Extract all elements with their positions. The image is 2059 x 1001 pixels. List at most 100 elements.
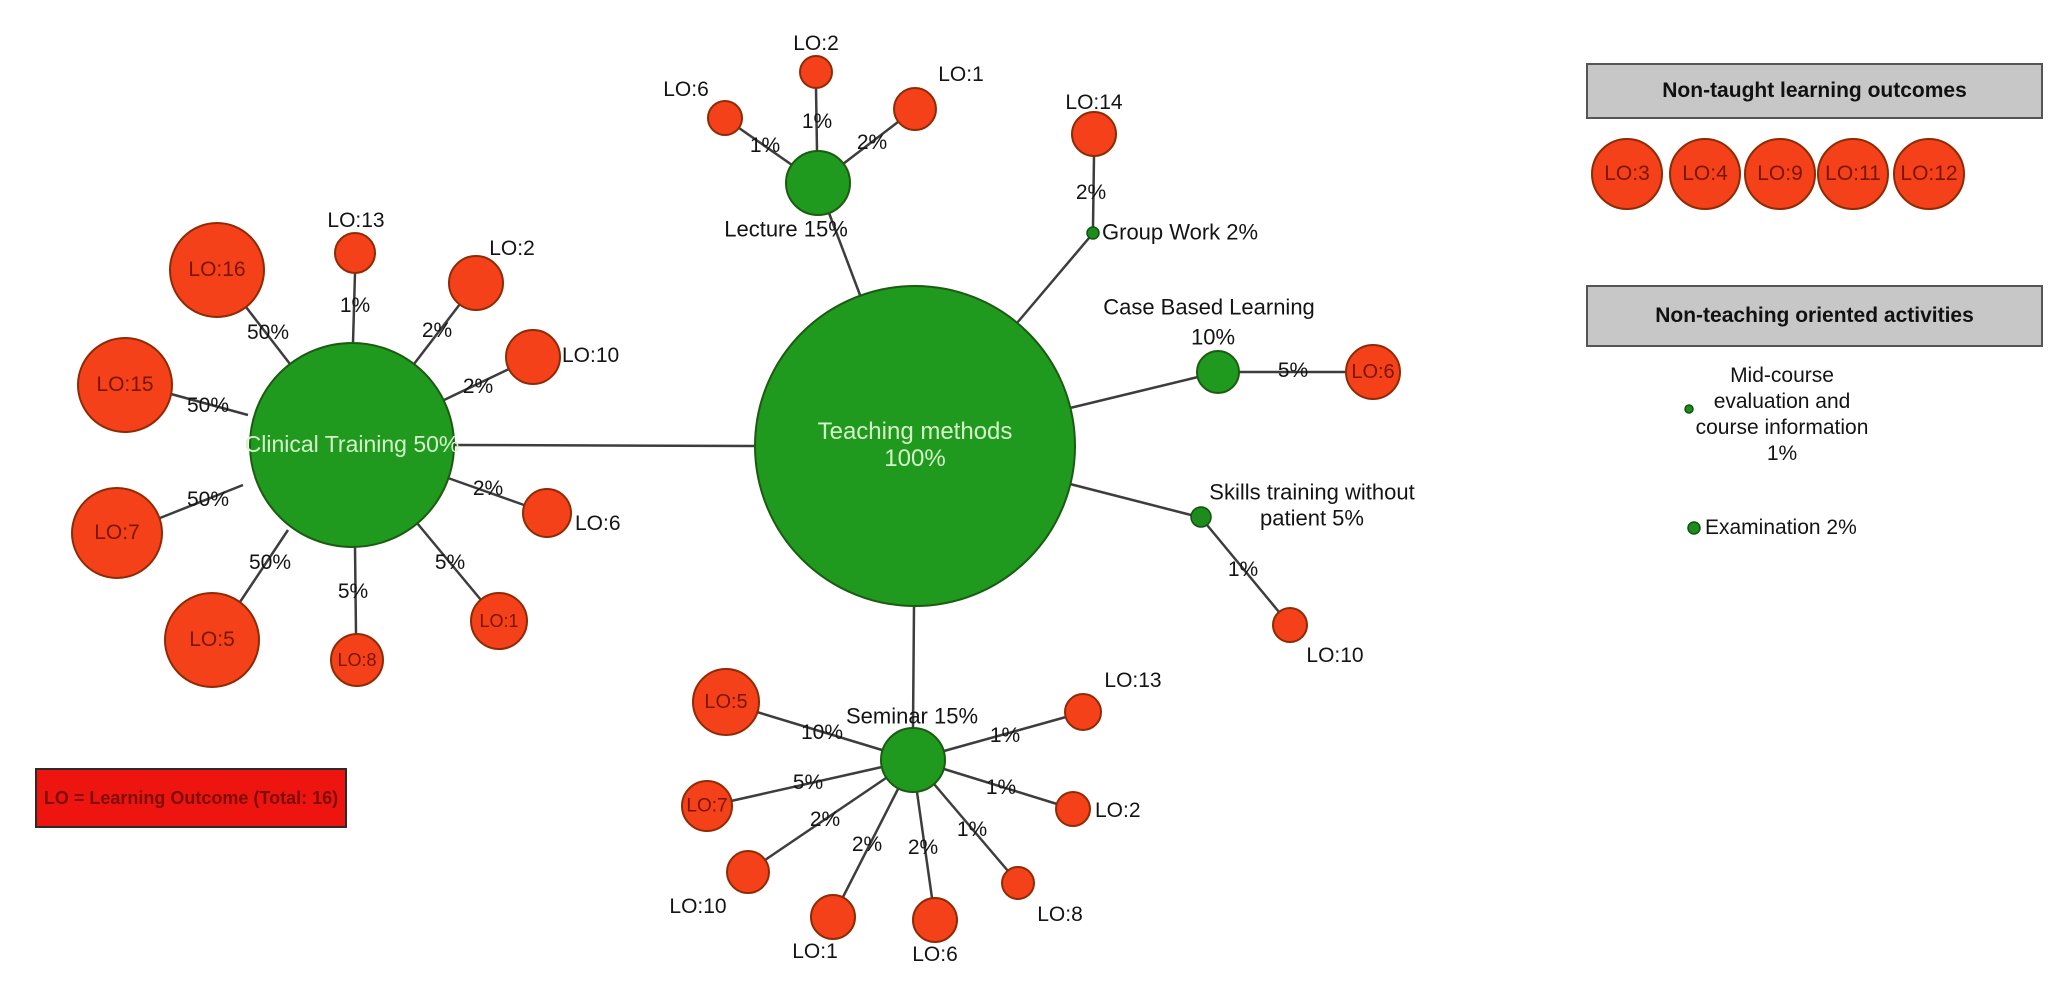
mid-course-line-2: evaluation and xyxy=(1713,390,1851,413)
edge-label-seminar--seminar-lo10: 2% xyxy=(809,808,841,832)
ct-lo2 xyxy=(448,255,504,311)
edge-clinical-training--ct-lo15 xyxy=(170,392,249,417)
seminar-lo7 xyxy=(681,780,733,832)
edge-label-clinical-training--ct-lo7: 50% xyxy=(186,488,230,512)
case-based-learning-label: Case Based Learning xyxy=(1103,294,1315,320)
seminar-lo13-label: LO:13 xyxy=(1104,669,1162,693)
case-based-lo6 xyxy=(1345,344,1401,400)
ct-lo6 xyxy=(522,488,572,538)
seminar-lo10 xyxy=(726,850,770,894)
ct-lo16-label: LO:16 xyxy=(188,258,246,282)
edge-clinical-training--ct-lo10 xyxy=(443,367,510,402)
non-taught-header-label: Non-taught learning outcomes xyxy=(1662,79,1967,102)
edge-label-clinical-training--ct-lo16: 50% xyxy=(246,321,290,345)
edge-label-seminar--seminar-lo6: 2% xyxy=(907,836,939,860)
lecture-lo2-label: LO:2 xyxy=(793,32,839,56)
legend-lo12-label: LO:12 xyxy=(1900,162,1958,186)
edge-label-clinical-training--ct-lo2: 2% xyxy=(421,319,453,343)
seminar-lo5 xyxy=(692,668,760,736)
edge-skills-training--skills-lo10 xyxy=(1206,524,1280,613)
edge-teaching-methods--case-based-learning xyxy=(1069,375,1199,410)
seminar-lo7-label: LO:7 xyxy=(686,795,728,817)
ct-lo13 xyxy=(334,232,376,274)
seminar-lo10-label: LO:10 xyxy=(669,895,727,919)
edge-seminar--seminar-lo6 xyxy=(915,791,934,899)
lo-abbreviation-note-box: LO = Learning Outcome (Total: 16) xyxy=(35,768,347,828)
ct-lo5 xyxy=(164,592,260,688)
edge-label-seminar--seminar-lo7: 5% xyxy=(792,771,824,795)
skills-training-label-line1: Skills training without xyxy=(1209,479,1415,505)
examination-activity-label: Examination 2% xyxy=(1705,516,1857,539)
legend-lo4-label: LO:4 xyxy=(1682,162,1728,186)
ct-lo7-label: LO:7 xyxy=(94,521,140,545)
edge-label-skills-training--skills-lo10: 1% xyxy=(1227,558,1259,582)
ct-lo8-label: LO:8 xyxy=(337,649,377,670)
legend-lo11 xyxy=(1817,138,1889,210)
edge-label-lecture--lecture-lo2: 1% xyxy=(801,110,833,134)
edge-label-lecture--lecture-lo6: 1% xyxy=(749,134,781,158)
examination-dot xyxy=(1687,521,1701,535)
edge-label-seminar--seminar-lo1: 2% xyxy=(851,833,883,857)
lo-abbreviation-note-label: LO = Learning Outcome (Total: 16) xyxy=(43,787,339,808)
edge-clinical-training--ct-lo8 xyxy=(353,546,358,635)
seminar-label: Seminar 15% xyxy=(845,703,979,729)
legend-lo4 xyxy=(1669,138,1741,210)
legend-lo3-label: LO:3 xyxy=(1604,162,1650,186)
edge-clinical-training--ct-lo13 xyxy=(351,272,357,344)
group-work-node xyxy=(1086,226,1100,240)
edge-label-clinical-training--ct-lo8: 5% xyxy=(337,580,369,604)
teaching-methods-node xyxy=(754,285,1076,607)
lecture-label: Lecture 15% xyxy=(724,216,848,242)
legend-lo11-label: LO:11 xyxy=(1825,162,1881,186)
edge-label-seminar--seminar-lo13: 1% xyxy=(989,724,1021,748)
lecture-lo2 xyxy=(799,55,833,89)
edge-seminar--seminar-lo13 xyxy=(943,715,1067,753)
ct-lo5-label: LO:5 xyxy=(189,628,235,652)
group-work-label: Group Work 2% xyxy=(1102,219,1259,245)
edge-clinical-training--ct-lo2 xyxy=(413,303,461,365)
edge-group-work--group-work-lo14 xyxy=(1091,155,1096,228)
skills-lo10-label: LO:10 xyxy=(1306,644,1364,668)
edge-clinical-training--ct-lo16 xyxy=(245,306,291,365)
ct-lo6-label: LO:6 xyxy=(575,512,621,536)
non-teaching-header-label: Non-teaching oriented activities xyxy=(1655,304,1974,327)
edge-clinical-training--ct-lo7 xyxy=(159,483,244,520)
ct-lo8 xyxy=(330,633,384,687)
edge-label-clinical-training--ct-lo1: 5% xyxy=(434,551,466,575)
clinical-training-node-label: Clinical Training 50% xyxy=(244,431,460,458)
seminar-lo2 xyxy=(1055,791,1091,827)
mid-course-line-3: course information xyxy=(1695,416,1869,439)
clinical-training-node xyxy=(249,342,455,548)
seminar-lo1 xyxy=(810,894,856,940)
mid-course-line-4: 1% xyxy=(1766,442,1798,465)
edge-label-clinical-training--ct-lo6: 2% xyxy=(472,477,504,501)
edge-lecture--lecture-lo2 xyxy=(814,87,819,152)
seminar-lo6-label: LO:6 xyxy=(912,943,958,967)
edge-label-clinical-training--ct-lo13: 1% xyxy=(339,294,371,318)
lecture-node xyxy=(785,150,851,216)
edge-seminar--seminar-lo10 xyxy=(764,776,887,862)
ct-lo7 xyxy=(71,487,163,579)
ct-lo10 xyxy=(505,329,561,385)
seminar-lo1-label: LO:1 xyxy=(792,940,838,964)
seminar-lo5-label: LO:5 xyxy=(704,690,748,713)
edge-label-seminar--seminar-lo8: 1% xyxy=(956,818,988,842)
edge-clinical-training--ct-lo1 xyxy=(416,522,482,601)
ct-lo1-label: LO:1 xyxy=(479,610,519,631)
lecture-lo6-label: LO:6 xyxy=(663,78,709,102)
ct-lo15-label: LO:15 xyxy=(96,373,154,397)
legend-lo12 xyxy=(1893,138,1965,210)
ct-lo13-label: LO:13 xyxy=(327,209,385,233)
edge-clinical-training--ct-lo6 xyxy=(447,476,525,507)
edge-lecture--lecture-lo6 xyxy=(738,126,793,167)
edge-label-group-work--group-work-lo14: 2% xyxy=(1075,181,1107,205)
non-taught-header: Non-taught learning outcomes xyxy=(1586,63,2043,119)
case-based-learning-node xyxy=(1196,350,1240,394)
edge-label-clinical-training--ct-lo15: 50% xyxy=(186,394,230,418)
seminar-lo8-label: LO:8 xyxy=(1037,903,1083,927)
ct-lo2-label: LO:2 xyxy=(489,237,535,261)
lecture-lo1 xyxy=(893,87,937,131)
